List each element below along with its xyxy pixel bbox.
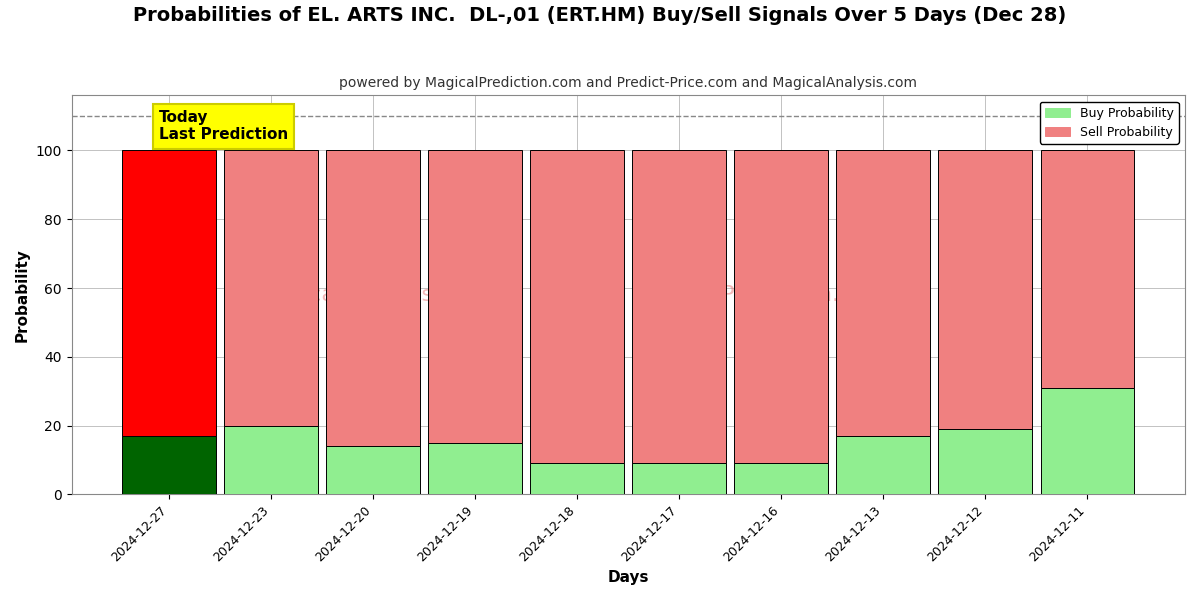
Bar	[428, 151, 522, 443]
Legend: Buy Probability, Sell Probability: Buy Probability, Sell Probability	[1040, 101, 1178, 144]
Text: Today
Last Prediction: Today Last Prediction	[158, 110, 288, 142]
Title: powered by MagicalPrediction.com and Predict-Price.com and MagicalAnalysis.com: powered by MagicalPrediction.com and Pre…	[340, 76, 917, 90]
Bar	[836, 436, 930, 494]
Y-axis label: Probability: Probability	[16, 248, 30, 342]
Bar	[632, 151, 726, 463]
Bar	[428, 443, 522, 494]
Bar	[122, 436, 216, 494]
Bar	[1040, 388, 1134, 494]
Text: Probabilities of EL. ARTS INC.  DL-,01 (ERT.HM) Buy/Sell Signals Over 5 Days (De: Probabilities of EL. ARTS INC. DL-,01 (E…	[133, 6, 1067, 25]
Bar	[734, 151, 828, 463]
Bar	[1040, 151, 1134, 388]
X-axis label: Days: Days	[607, 570, 649, 585]
Text: MagicalAnalysis.com: MagicalAnalysis.com	[257, 285, 488, 305]
Bar	[530, 151, 624, 463]
Bar	[530, 463, 624, 494]
Bar	[836, 151, 930, 436]
Bar	[326, 446, 420, 494]
Bar	[326, 151, 420, 446]
Bar	[938, 429, 1032, 494]
Bar	[122, 151, 216, 436]
Bar	[632, 463, 726, 494]
Bar	[224, 151, 318, 425]
Bar	[224, 425, 318, 494]
Bar	[734, 463, 828, 494]
Text: MagicalPrediction.com: MagicalPrediction.com	[637, 285, 887, 305]
Bar	[938, 151, 1032, 429]
